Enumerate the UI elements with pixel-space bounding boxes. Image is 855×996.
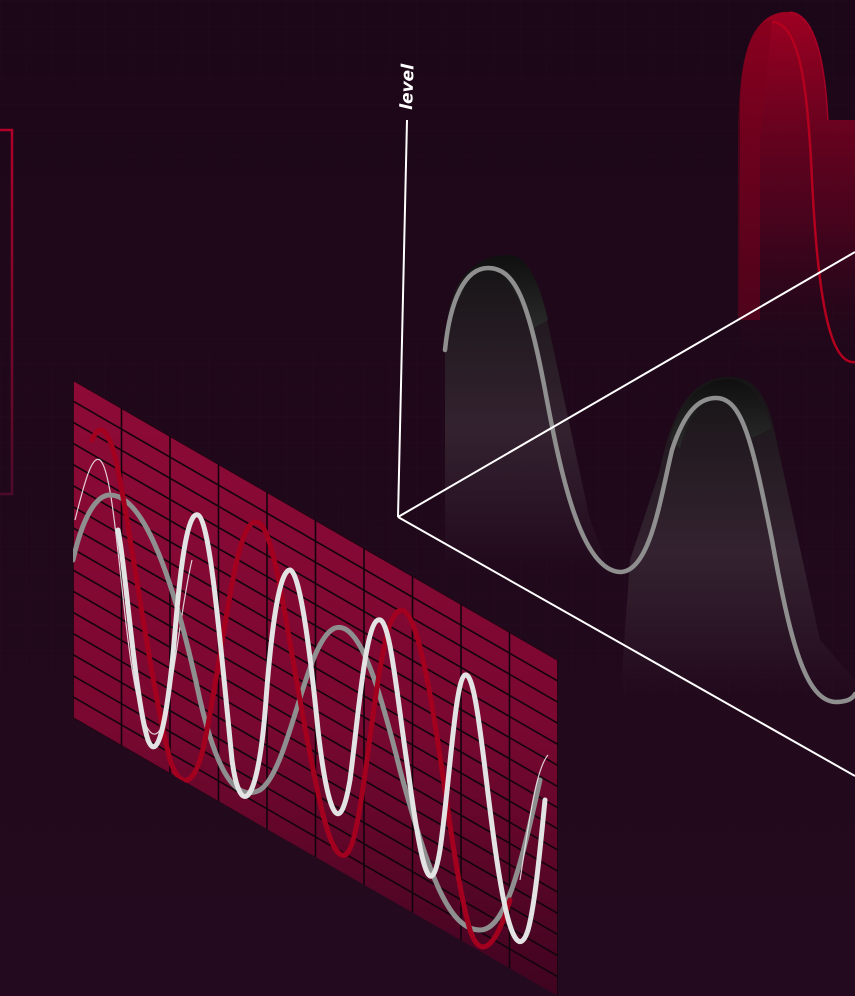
panel-waves bbox=[73, 427, 549, 950]
grid-row-line bbox=[73, 506, 558, 788]
grid-row-line bbox=[73, 527, 558, 809]
grid-row-line bbox=[73, 442, 558, 725]
depth-axis-line bbox=[397, 251, 855, 518]
grid-row-line bbox=[73, 653, 558, 936]
red-ribbon-wave bbox=[738, 11, 855, 364]
grid-row-line bbox=[73, 421, 558, 703]
grey-thick-wave bbox=[73, 492, 543, 933]
isometric-axes-group: level bbox=[397, 11, 855, 777]
white-thick-wave bbox=[115, 512, 548, 944]
thin-white-tail bbox=[519, 754, 549, 881]
vertical-axis-label: level bbox=[397, 63, 419, 111]
grid-row-line bbox=[73, 400, 558, 682]
red-bracket-connector-icon bbox=[0, 128, 14, 496]
grid-row-line bbox=[73, 590, 558, 872]
waveform-grid-panel bbox=[73, 380, 558, 996]
red-wave bbox=[89, 427, 513, 950]
horizontal-axis-line bbox=[397, 516, 855, 777]
vertical-axis-line bbox=[397, 119, 408, 518]
grid-row-line bbox=[73, 611, 558, 894]
grid-row-line bbox=[73, 675, 558, 957]
grey-ribbon-wave bbox=[442, 255, 855, 705]
